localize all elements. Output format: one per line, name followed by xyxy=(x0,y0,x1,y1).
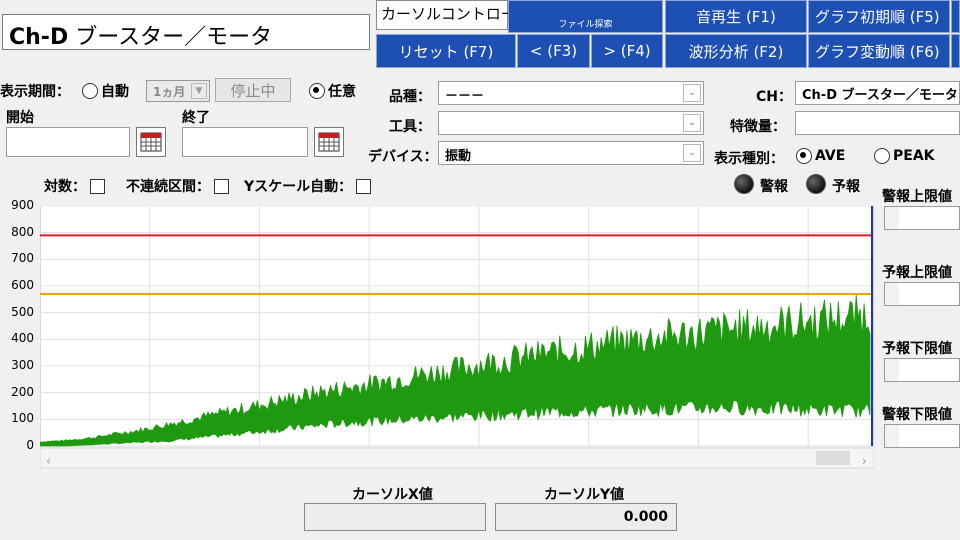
peak-radio-label: PEAK xyxy=(893,148,935,164)
y-tick-label: 500 xyxy=(11,304,34,319)
calendar-icon xyxy=(318,132,340,152)
cursor-control-label: カーソルコントロール xyxy=(376,0,531,30)
manual-radio-label: 任意 xyxy=(328,84,356,100)
cursor-x-value xyxy=(304,503,486,531)
cursor-x-label: カーソルX値 xyxy=(352,487,433,503)
kogu-label: 工具： xyxy=(389,119,431,135)
alarm-indicator-label: 警報 xyxy=(760,179,788,195)
device-label: デバイス： xyxy=(368,149,438,165)
discontinuous-checkbox[interactable] xyxy=(214,178,229,194)
ave-radio[interactable]: AVE xyxy=(796,148,845,164)
warning-lower-label: 予報下限値 xyxy=(882,341,952,357)
graph-initial-order-button[interactable]: グラフ初期順 (F5) xyxy=(808,0,950,33)
peak-radio-button[interactable] xyxy=(874,148,890,164)
alarm-upper-label: 警報上限値 xyxy=(882,189,952,205)
graph-change-order-button[interactable]: グラフ変動順 (F6) xyxy=(808,34,950,68)
ave-radio-button[interactable] xyxy=(796,148,812,164)
auto-radio-button[interactable] xyxy=(82,83,98,99)
channel-title: Ch-D ブースター／モータ xyxy=(2,14,370,50)
extra-button-bottom[interactable] xyxy=(951,34,960,68)
feature-label: 特徴量： xyxy=(730,119,786,135)
hinshu-value: －－－ xyxy=(445,89,485,104)
alarm-upper-field[interactable] xyxy=(884,206,960,230)
auto-radio-label: 自動 xyxy=(101,84,129,100)
y-tick-label: 100 xyxy=(11,411,34,426)
y-tick-label: 800 xyxy=(11,224,34,239)
prev-button[interactable]: < (F3) xyxy=(517,34,590,68)
waveform-analysis-button[interactable]: 波形分析 (F2) xyxy=(665,34,807,68)
feature-field[interactable] xyxy=(795,111,960,135)
manual-radio-button[interactable] xyxy=(309,83,325,99)
scroll-right-icon: › xyxy=(862,454,867,468)
period-month-select[interactable]: 1ヵ月 ▼ xyxy=(146,80,210,102)
y-axis-labels: 900 800 700 600 500 400 300 200 100 0 xyxy=(0,198,40,458)
cursor-y-value: 0.000 xyxy=(495,503,677,531)
period-month-value: 1ヵ月 xyxy=(153,85,186,99)
discontinuous-label: 不連続区間： xyxy=(126,179,210,195)
next-button[interactable]: > (F4) xyxy=(591,34,663,68)
y-tick-label: 300 xyxy=(11,358,34,372)
file-search-label: ファイル探索 xyxy=(508,0,663,33)
hinshu-select[interactable]: －－－ ⌄ xyxy=(438,81,704,105)
end-date-field[interactable] xyxy=(182,127,308,157)
cursor-y-label: カーソルY値 xyxy=(544,487,625,503)
y-tick-label: 700 xyxy=(11,251,34,266)
reset-button[interactable]: リセット (F7) xyxy=(376,34,516,68)
trend-chart[interactable]: ‹ › xyxy=(40,206,874,472)
kogu-select[interactable]: ⌄ xyxy=(438,111,704,135)
channel-title-text: ブースター／モータ xyxy=(75,25,273,50)
chevron-down-icon: ⌄ xyxy=(683,144,701,162)
warning-upper-field[interactable] xyxy=(884,282,960,306)
log-checkbox[interactable] xyxy=(90,178,105,194)
display-type-label: 表示種別： xyxy=(714,151,784,167)
chevron-down-icon: ⌄ xyxy=(683,114,701,132)
ch-field: Ch-D ブースター／モータ xyxy=(795,81,960,105)
y-tick-label: 600 xyxy=(11,278,34,292)
manual-radio[interactable]: 任意 xyxy=(309,82,369,100)
device-select[interactable]: 振動 ⌄ xyxy=(438,141,704,165)
y-tick-label: 0 xyxy=(26,438,34,452)
y-tick-label: 400 xyxy=(11,331,34,346)
stopped-button[interactable]: 停止中 xyxy=(215,78,291,102)
yscale-auto-checkbox[interactable] xyxy=(356,178,372,194)
log-label: 対数： xyxy=(44,179,86,195)
start-calendar-button[interactable] xyxy=(136,127,166,157)
chevron-down-icon: ▼ xyxy=(191,83,207,99)
chevron-down-icon: ⌄ xyxy=(683,84,701,102)
warning-indicator-label: 予報 xyxy=(832,179,860,195)
ave-radio-label: AVE xyxy=(815,148,846,164)
alarm-lower-label: 警報下限値 xyxy=(882,407,952,423)
y-tick-label: 200 xyxy=(11,384,34,399)
horizontal-scrollbar xyxy=(40,447,874,469)
end-label: 終了 xyxy=(182,110,210,126)
log-option[interactable]: 対数： xyxy=(44,176,105,196)
hinshu-label: 品種： xyxy=(389,89,431,105)
end-calendar-button[interactable] xyxy=(314,127,344,157)
ch-label: CH： xyxy=(756,89,792,105)
device-value: 振動 xyxy=(445,149,472,164)
peak-radio[interactable]: PEAK xyxy=(874,148,935,164)
y-tick-label: 900 xyxy=(11,198,34,212)
start-date-field[interactable] xyxy=(6,127,130,157)
alarm-lower-field[interactable] xyxy=(884,424,960,448)
series-area xyxy=(40,294,871,447)
scrollbar-thumb xyxy=(816,451,850,465)
alarm-indicator xyxy=(734,174,754,194)
auto-radio[interactable]: 自動 xyxy=(82,82,148,100)
warning-upper-label: 予報上限値 xyxy=(882,265,952,281)
yscale-auto-option[interactable]: Yスケール自動： xyxy=(244,176,372,196)
display-period-label: 表示期間： xyxy=(0,84,70,100)
extra-button-top[interactable] xyxy=(951,0,960,33)
start-label: 開始 xyxy=(6,110,34,126)
scroll-left-icon: ‹ xyxy=(46,454,51,468)
discontinuous-option[interactable]: 不連続区間： xyxy=(126,176,229,196)
sound-play-button[interactable]: 音再生 (F1) xyxy=(665,0,807,33)
yscale-auto-label: Yスケール自動： xyxy=(244,179,353,195)
warning-indicator xyxy=(806,174,826,194)
channel-title-prefix: Ch-D xyxy=(9,25,69,50)
warning-lower-field[interactable] xyxy=(884,358,960,382)
calendar-icon xyxy=(140,132,162,152)
